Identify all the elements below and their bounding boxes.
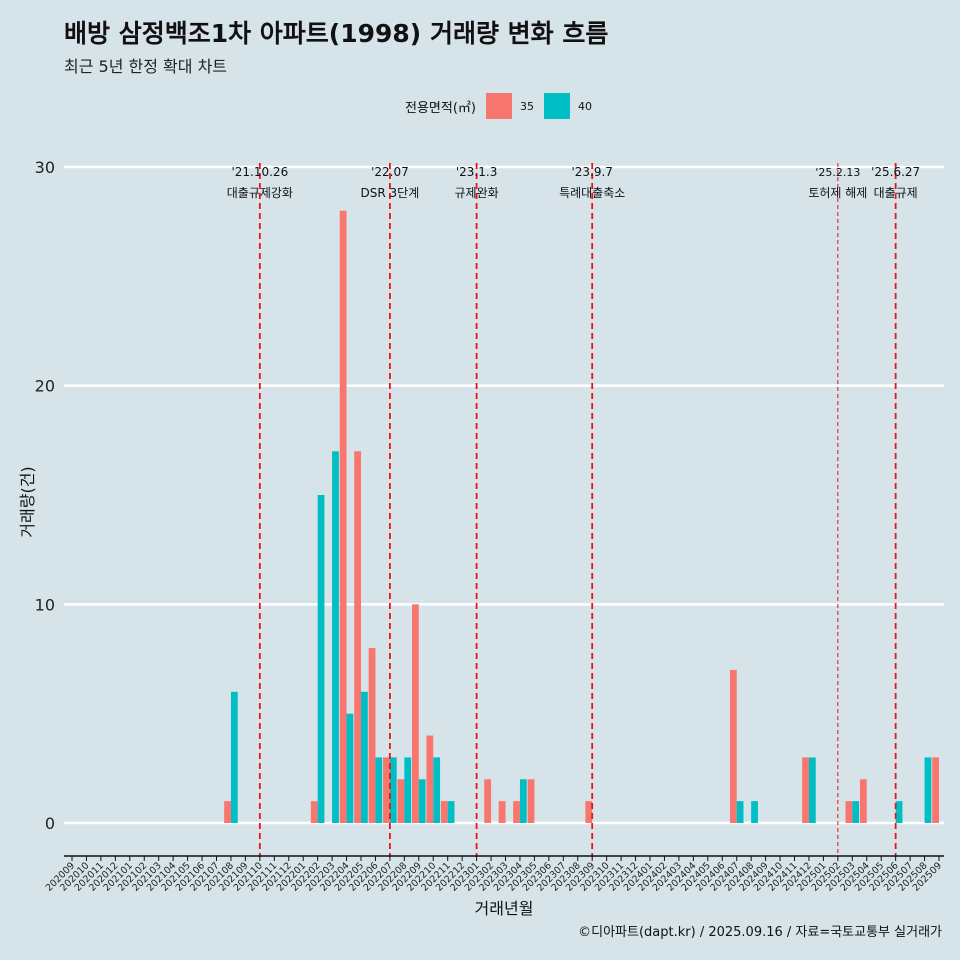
- event-date-label: '23.9.7: [571, 165, 612, 179]
- bar-40-202407: [736, 801, 744, 823]
- bar-35-202407: [729, 669, 737, 823]
- legend-label-35: 35: [519, 99, 534, 113]
- bar-35-202202: [310, 801, 318, 823]
- y-tick-label: 20: [35, 377, 55, 396]
- event-text-label: 특례대출축소: [559, 186, 625, 200]
- bar-35-202207: [383, 757, 390, 823]
- chart-subtitle: 최근 5년 한정 확대 차트: [64, 57, 228, 76]
- legend: 전용면적(㎡) 35 40: [405, 93, 602, 119]
- bar-35-202108: [224, 801, 231, 823]
- grid-lines: 0 10 20 30: [35, 158, 944, 833]
- y-tick-label: 10: [35, 595, 55, 614]
- axes: 2020092020102020112020122021012021022021…: [44, 855, 944, 894]
- bar-35-202303: [498, 801, 506, 823]
- bar-40-202205: [361, 691, 368, 823]
- y-tick-label: 30: [35, 158, 55, 177]
- chart-title: 배방 삼정백조1차 아파트(1998) 거래량 변화 흐름: [64, 19, 609, 48]
- bar-35-202205: [354, 451, 361, 823]
- event-text-label: 대출규제: [874, 186, 918, 200]
- bar-40-202503: [852, 801, 860, 823]
- bar-35-202206: [368, 648, 376, 823]
- source-caption: ©디아파트(dapt.kr) / 2025.09.16 / 자료=국토교통부 실…: [578, 925, 942, 940]
- event-date-label: '23.1.3: [456, 165, 497, 179]
- bar-40-202412: [808, 757, 816, 823]
- bar-40-202206: [375, 757, 383, 823]
- bar-35-202211: [440, 801, 448, 823]
- bar-35-202304: [513, 801, 520, 823]
- event-date-label: '25.2.13: [815, 166, 860, 179]
- legend-label-40: 40: [577, 99, 592, 113]
- bar-35-202210: [426, 735, 434, 823]
- legend-key-35: [485, 93, 512, 119]
- bar-35-202503: [845, 801, 853, 823]
- bar-40-202203: [332, 451, 339, 823]
- bar-40-202506: [895, 801, 903, 823]
- y-axis-label: 거래량(건): [18, 466, 37, 537]
- bar-35-202302: [484, 779, 492, 823]
- bar-35-202412: [802, 757, 809, 823]
- legend-key-40: [543, 93, 570, 119]
- event-text-label: 규제완화: [455, 186, 499, 200]
- bar-40-202202: [317, 495, 325, 823]
- bars: [224, 210, 939, 823]
- bar-35-202305: [527, 779, 535, 823]
- event-text-label: DSR 3단계: [361, 186, 420, 200]
- event-date-label: '22.07: [371, 165, 409, 179]
- bar-40-202408: [751, 801, 758, 823]
- event-lines: '21.10.26 대출규제강화 '22.07 DSR 3단계 '23.1.3 규제완화 '…: [227, 163, 920, 857]
- bar-40-202207: [389, 757, 397, 823]
- bar-35-202208: [397, 779, 405, 823]
- bar-35-202509: [932, 757, 939, 823]
- bar-35-202504: [859, 779, 867, 823]
- bar-40-202108: [230, 691, 238, 823]
- bar-35-202204: [339, 210, 347, 823]
- bar-40-202211: [447, 801, 455, 823]
- bar-40-202210: [433, 757, 441, 823]
- bar-35-202309: [585, 801, 593, 823]
- bar-40-202304: [519, 779, 527, 823]
- bar-40-202508: [924, 757, 932, 823]
- y-tick-label: 0: [45, 814, 55, 833]
- legend-title: 전용면적(㎡): [405, 100, 476, 116]
- bar-40-202204: [346, 713, 354, 823]
- x-axis-label: 거래년월: [475, 899, 534, 918]
- event-date-label: '25.6.27: [871, 165, 920, 179]
- bar-40-202208: [404, 757, 412, 823]
- event-text-label: 대출규제강화: [227, 186, 293, 200]
- event-text-label: 토허제 해제: [808, 186, 867, 200]
- bar-35-202209: [412, 604, 419, 823]
- bar-40-202209: [418, 779, 426, 823]
- event-date-label: '21.10.26: [231, 165, 288, 179]
